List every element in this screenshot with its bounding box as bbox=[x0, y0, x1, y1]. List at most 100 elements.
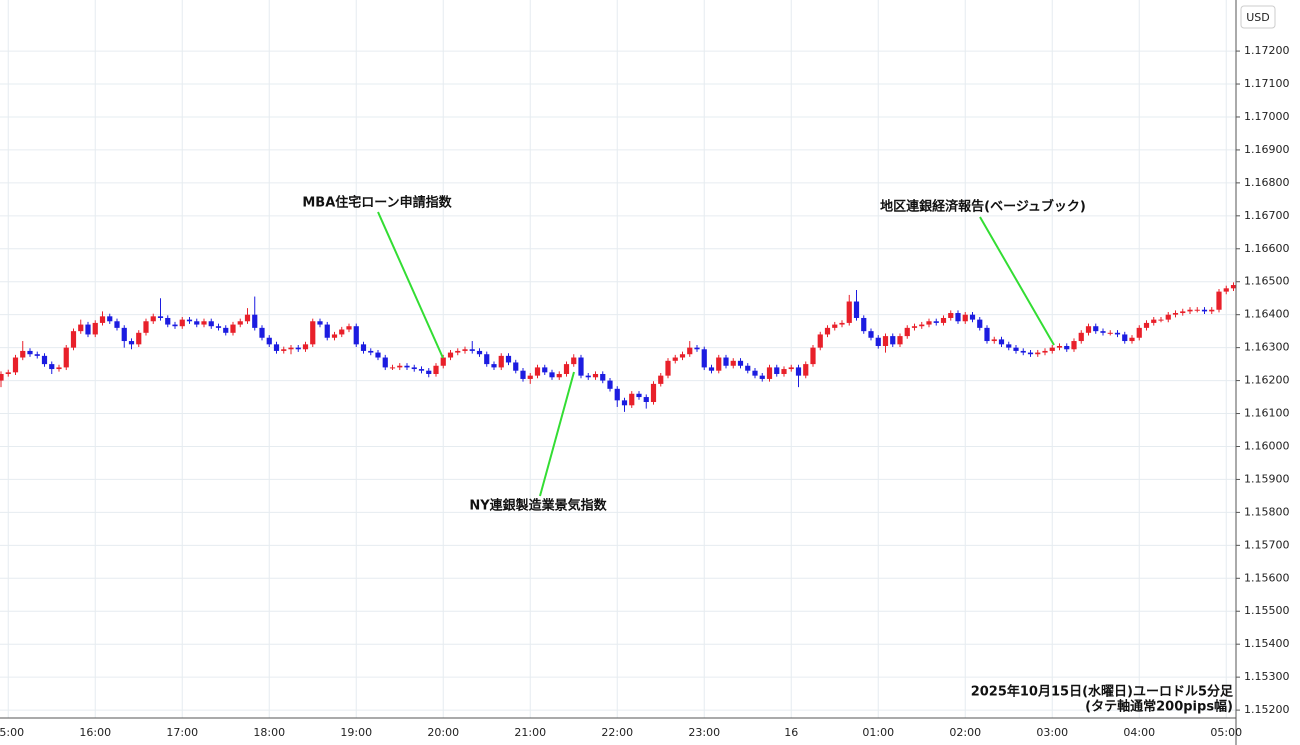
candle-body bbox=[1230, 285, 1237, 289]
annotation-line bbox=[979, 216, 1055, 346]
y-tick-label: 1.17000 bbox=[1244, 110, 1290, 123]
candle-body bbox=[85, 324, 91, 335]
candle-body bbox=[266, 337, 272, 345]
candle-body bbox=[476, 350, 483, 355]
candle-body bbox=[259, 327, 265, 338]
candle-body bbox=[527, 375, 533, 379]
y-tick-label: 1.15800 bbox=[1244, 505, 1290, 518]
candle-body bbox=[49, 364, 55, 370]
candle-body bbox=[353, 326, 359, 345]
candle-body bbox=[1056, 345, 1063, 348]
candle-body bbox=[542, 367, 548, 373]
candle-body bbox=[462, 349, 468, 351]
candle-body bbox=[759, 375, 765, 379]
candle-body bbox=[687, 347, 693, 355]
candle-body bbox=[890, 336, 896, 345]
candle-body bbox=[578, 357, 584, 376]
candle-body bbox=[1165, 314, 1171, 320]
candle-body bbox=[302, 344, 309, 350]
candle-body bbox=[788, 367, 794, 370]
candle-body bbox=[868, 331, 874, 338]
candle-body bbox=[984, 327, 990, 342]
candle-body bbox=[897, 336, 903, 345]
candle-body bbox=[208, 321, 214, 327]
candle-body bbox=[136, 332, 142, 345]
y-tick-label: 1.16900 bbox=[1244, 143, 1290, 156]
candle-body bbox=[1042, 350, 1048, 353]
candle-body bbox=[317, 321, 323, 325]
candle-body bbox=[636, 393, 642, 398]
candle-body bbox=[411, 367, 417, 370]
candle-body bbox=[614, 388, 620, 401]
candle-body bbox=[513, 362, 519, 371]
x-tick-label: 18:00 bbox=[253, 726, 285, 739]
candle-body bbox=[1064, 345, 1070, 350]
candle-body bbox=[92, 322, 98, 335]
candle-body bbox=[629, 393, 635, 406]
candle-body bbox=[310, 321, 316, 345]
candle-body bbox=[795, 367, 802, 376]
candle-body bbox=[745, 365, 751, 371]
y-tick-label: 1.16500 bbox=[1244, 275, 1290, 288]
candle-body bbox=[273, 344, 280, 351]
currency-label: USD bbox=[1246, 11, 1270, 24]
candle-body bbox=[650, 383, 657, 403]
candle-body bbox=[600, 373, 606, 381]
candle-body bbox=[201, 321, 207, 325]
candle-body bbox=[324, 324, 330, 338]
candle-body bbox=[549, 372, 555, 378]
candle-body bbox=[643, 397, 649, 403]
candle-body bbox=[230, 324, 236, 333]
candle-body bbox=[1027, 352, 1034, 355]
candle-body bbox=[368, 350, 374, 353]
x-tick-label: 04:00 bbox=[1123, 726, 1155, 739]
candle-body bbox=[832, 324, 838, 328]
candle-body bbox=[1020, 350, 1026, 353]
candle-body bbox=[520, 370, 526, 379]
annotation: MBA住宅ローン申請指数 bbox=[302, 195, 452, 211]
candle-body bbox=[150, 316, 156, 322]
candle-body bbox=[1143, 322, 1150, 328]
candle-body bbox=[534, 367, 541, 376]
annotation: 地区連銀経済報告(ベージュブック) bbox=[880, 199, 1086, 215]
candle-body bbox=[1129, 337, 1135, 342]
candle-body bbox=[708, 367, 715, 371]
candle-body bbox=[716, 357, 722, 371]
y-tick-label: 1.16100 bbox=[1244, 407, 1290, 420]
candle-body bbox=[107, 316, 113, 322]
candle-body bbox=[955, 313, 961, 322]
candle-body bbox=[919, 324, 925, 327]
candle-body bbox=[41, 355, 48, 365]
candle-body bbox=[766, 367, 773, 379]
candle-body bbox=[114, 321, 120, 328]
x-tick-label: 17:00 bbox=[166, 726, 198, 739]
candle-body bbox=[817, 334, 823, 348]
y-tick-label: 1.15700 bbox=[1244, 538, 1290, 551]
candle-body bbox=[143, 321, 149, 333]
grid bbox=[0, 0, 1240, 718]
candle-body bbox=[128, 341, 135, 345]
x-tick-label: 02:00 bbox=[949, 726, 981, 739]
candle-body bbox=[27, 350, 33, 355]
chart-note: (タテ軸通常200pips幅) bbox=[1085, 699, 1233, 715]
y-tick-label: 1.16000 bbox=[1244, 439, 1290, 452]
candle-body bbox=[5, 372, 11, 374]
candle-body bbox=[730, 360, 736, 366]
candle-body bbox=[556, 373, 562, 378]
candle-body bbox=[99, 316, 106, 323]
candle-body bbox=[1013, 347, 1019, 351]
candle-body bbox=[911, 326, 918, 328]
candle-body bbox=[991, 339, 997, 342]
x-tick-label: 05:00 bbox=[1210, 726, 1242, 739]
candle-body bbox=[12, 357, 19, 373]
candle-body bbox=[70, 331, 77, 348]
candle-body bbox=[875, 337, 881, 346]
candle-body bbox=[455, 350, 461, 353]
candle-body bbox=[194, 321, 200, 325]
candle-body bbox=[781, 369, 787, 374]
y-tick-label: 1.16200 bbox=[1244, 374, 1290, 387]
candle-body bbox=[665, 360, 671, 376]
candle-body bbox=[172, 324, 178, 327]
candle-body bbox=[592, 373, 599, 378]
